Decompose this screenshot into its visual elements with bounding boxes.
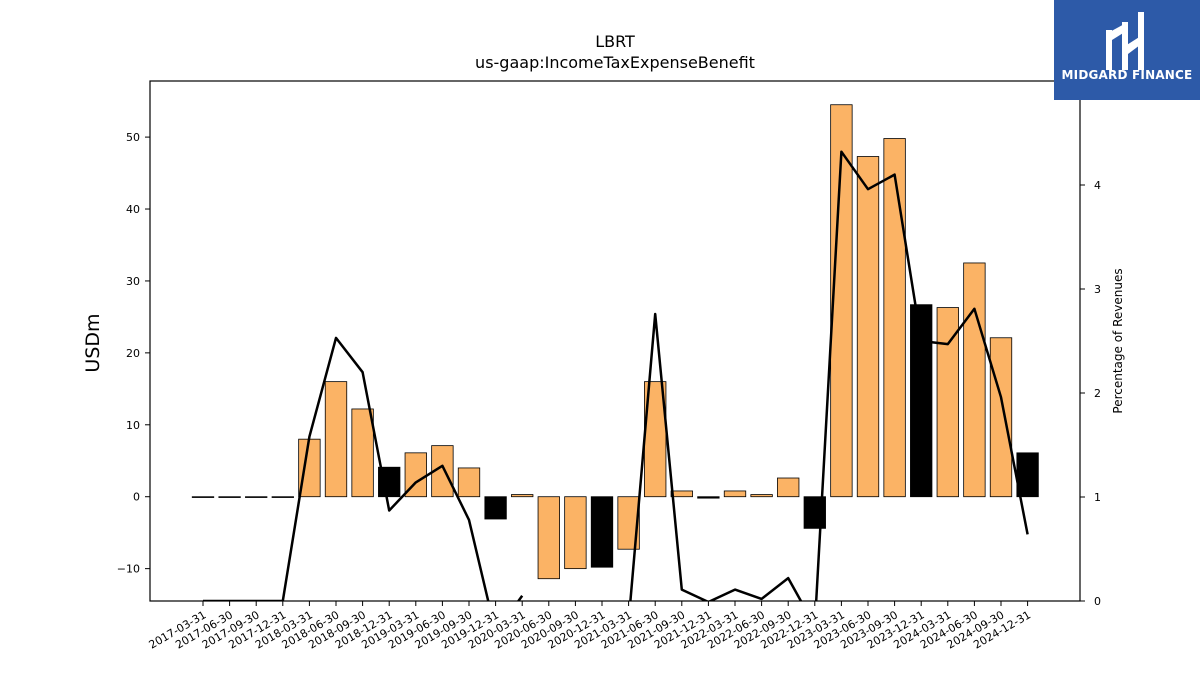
bar xyxy=(378,466,401,498)
bar xyxy=(351,408,374,498)
bar xyxy=(564,496,587,570)
chart-subtitle: us-gaap:IncomeTaxExpenseBenefit xyxy=(475,53,755,72)
bar xyxy=(936,307,959,498)
bar xyxy=(910,304,933,498)
bar xyxy=(324,381,348,498)
y-axis-label: USDm xyxy=(82,313,104,372)
plot-frame xyxy=(149,80,1081,602)
bar xyxy=(989,337,1013,498)
bar xyxy=(484,496,507,520)
bar xyxy=(670,490,693,498)
y-tick-label: 30 xyxy=(126,275,140,288)
y-tick-label: 40 xyxy=(126,203,140,216)
bar xyxy=(856,156,880,498)
bar xyxy=(245,496,268,498)
bar xyxy=(697,496,720,499)
y-tick-label: 0 xyxy=(133,491,140,504)
bar xyxy=(457,467,481,498)
bar xyxy=(537,496,560,580)
y2-axis-label: Percentage of Revenues xyxy=(1111,268,1125,413)
y2-tick-label: 2 xyxy=(1094,387,1101,400)
bar xyxy=(271,496,294,498)
chart-title: LBRT xyxy=(595,32,635,51)
y2-tick-label: 3 xyxy=(1094,283,1101,296)
y2-tick-label: 0 xyxy=(1094,595,1101,608)
bar xyxy=(511,494,534,498)
bar xyxy=(750,494,773,498)
y-tick-label: 50 xyxy=(126,131,140,144)
logo-icon xyxy=(1106,12,1144,70)
bar xyxy=(617,496,640,550)
y-tick-label: −10 xyxy=(117,563,140,576)
y2-tick-label: 1 xyxy=(1094,491,1101,504)
bar xyxy=(963,262,986,498)
y-tick-label: 20 xyxy=(126,347,140,360)
y-tick-label: 10 xyxy=(126,419,140,432)
y2-tick-label: 4 xyxy=(1094,179,1101,192)
bar xyxy=(883,138,906,498)
bar xyxy=(191,496,215,498)
series-line-percentage-of-revenues xyxy=(203,150,1029,601)
bar xyxy=(218,496,241,498)
bar xyxy=(723,490,747,498)
midgard-finance-logo: MIDGARD FINANCE xyxy=(1054,0,1200,100)
logo-text: MIDGARD FINANCE xyxy=(1061,68,1193,82)
bar xyxy=(830,104,853,498)
bar xyxy=(590,496,614,568)
bar xyxy=(777,477,800,498)
